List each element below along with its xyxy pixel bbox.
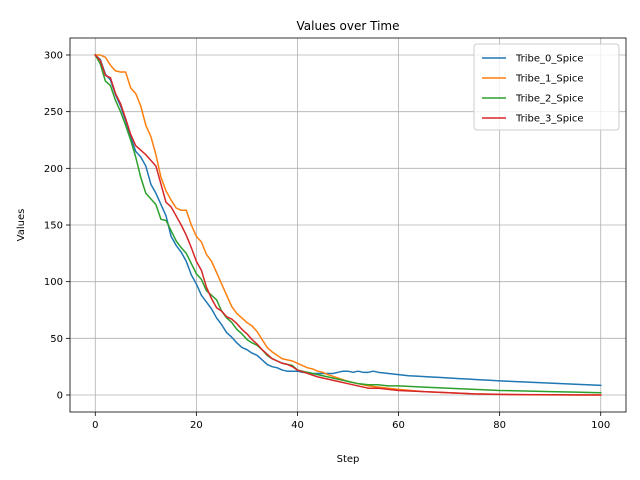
axis-ticks: 0 20 40 60 80 100 0 50 100 150 200 250 300 [44,51,610,432]
y-tick-label: 200 [44,164,63,175]
legend-entry-label: Tribe_1_Spice [515,74,584,85]
legend-entry-label: Tribe_2_Spice [515,94,584,105]
y-tick-label: 100 [44,277,63,288]
y-tick-label: 300 [44,51,63,62]
y-tick-label: 0 [57,391,63,402]
x-tick-label: 80 [493,420,506,431]
series-lines [94,53,602,396]
legend-box [473,43,620,131]
x-tick-label: 40 [291,420,304,431]
y-tick-label: 150 [44,221,63,232]
x-tick-label: 60 [392,420,405,431]
grid-lines [70,38,626,412]
series-line-tribe-3-spice [94,53,602,396]
legend: Tribe_0_Spice Tribe_1_Spice Tribe_2_Spice T… [473,43,620,131]
x-axis-label: Step [337,454,360,465]
y-tick-label: 50 [50,334,63,345]
legend-entry-label: Tribe_0_Spice [515,54,584,65]
series-line-tribe-1-spice [94,54,602,396]
x-tick-label: 0 [92,420,98,431]
series-line-tribe-0-spice [94,53,602,387]
y-tick-label: 250 [44,107,63,118]
chart-title: Values over Time [297,19,400,33]
x-tick-label: 100 [591,420,610,431]
y-axis-label: Values [16,209,27,242]
x-tick-label: 20 [190,420,203,431]
series-line-tribe-2-spice [94,53,602,394]
legend-entry-label: Tribe_3_Spice [515,114,584,125]
